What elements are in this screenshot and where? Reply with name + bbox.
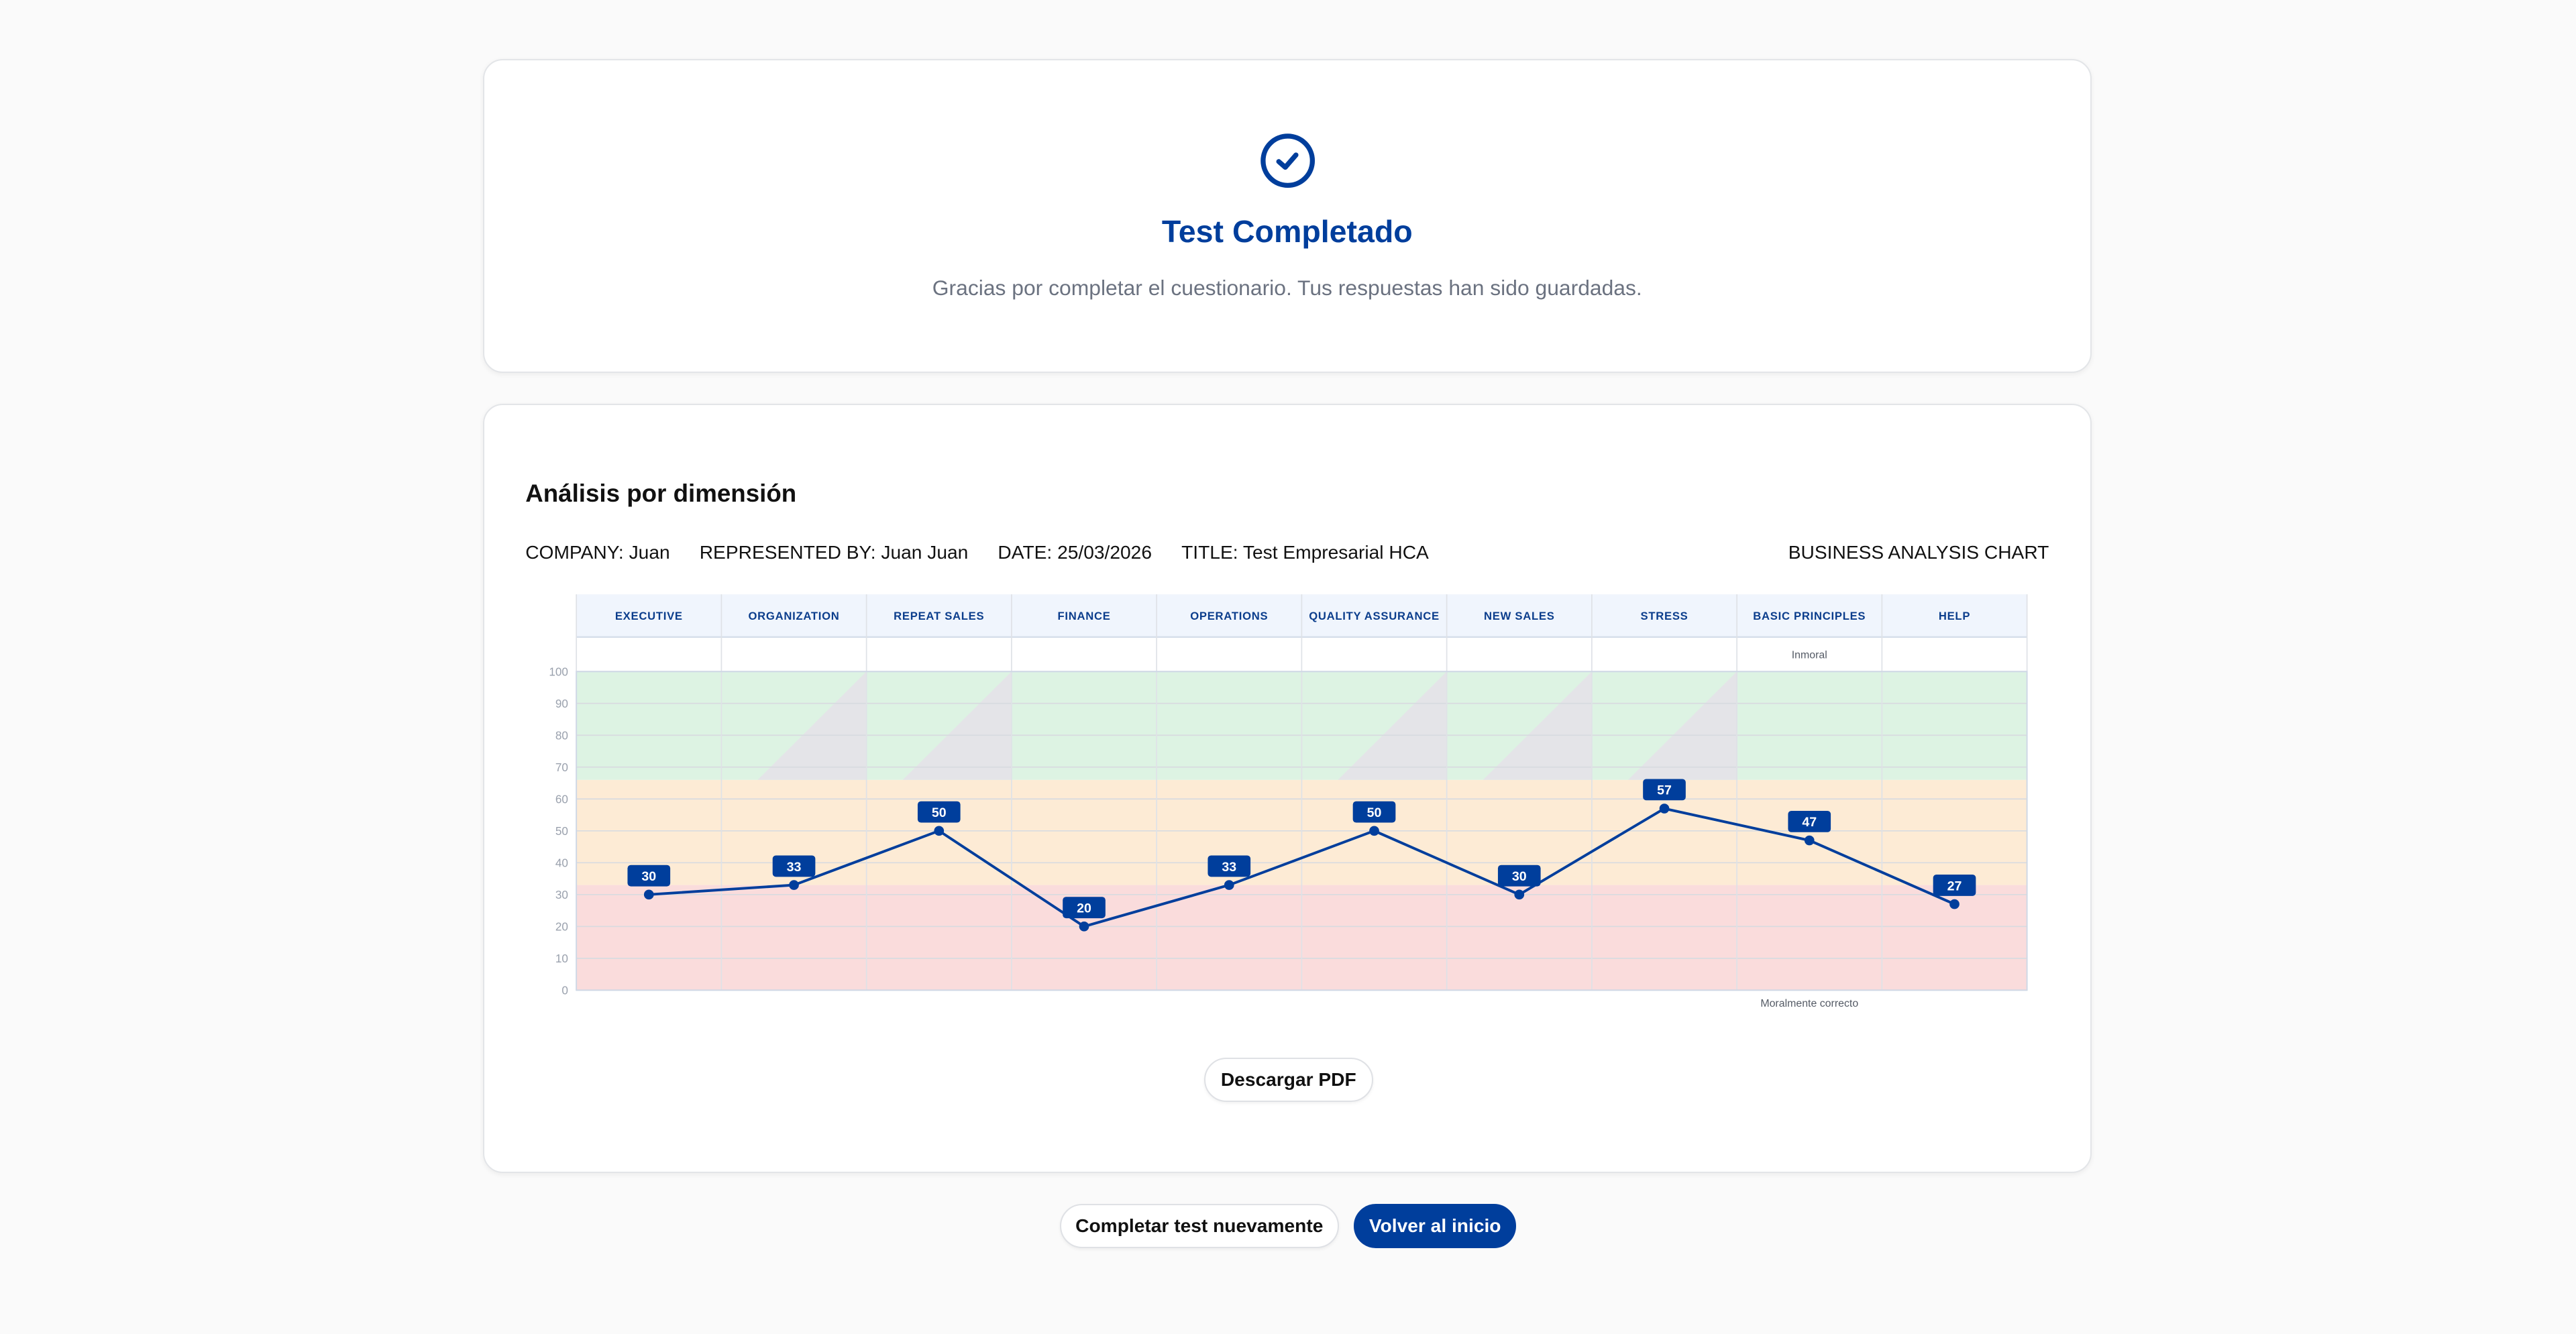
completion-card: Test Completado Gracias por completar el… [483, 59, 2092, 373]
data-label: 50 [1367, 805, 1382, 820]
meta-date: DATE: 25/03/2026 [998, 541, 1152, 563]
category-label: STRESS [1640, 610, 1688, 622]
data-label-box [772, 855, 816, 877]
completion-title: Test Completado [1161, 213, 1413, 249]
category-label: REPEAT SALES [894, 610, 984, 622]
annotation-text: Moralmente correcto [1760, 998, 1858, 1009]
data-label-box [627, 865, 671, 887]
y-tick-label: 70 [555, 761, 568, 774]
analysis-card: Análisis por dimensión COMPANY: Juan REP… [483, 404, 2092, 1173]
y-tick-label: 50 [555, 824, 568, 838]
data-label-box [1208, 855, 1251, 877]
chart-label: BUSINESS ANALYSIS CHART [1788, 541, 2049, 563]
data-point [1804, 835, 1815, 846]
data-label: 57 [1657, 783, 1672, 798]
plot-border [576, 671, 2028, 991]
analysis-heading: Análisis por dimensión [525, 479, 797, 507]
category-label: NEW SALES [1484, 610, 1555, 622]
data-point [1949, 899, 1960, 909]
category-label: BASIC PRINCIPLES [1753, 610, 1866, 622]
y-tick-label: 40 [555, 856, 568, 869]
retake-test-button[interactable]: Completar test nuevamente [1059, 1204, 1339, 1249]
report-meta: COMPANY: Juan REPRESENTED BY: Juan Juan … [525, 542, 2049, 563]
data-label: 33 [1222, 860, 1236, 875]
data-point [1514, 889, 1525, 900]
y-tick-label: 60 [555, 792, 568, 805]
shaded-region [1483, 671, 1592, 780]
y-tick-label: 100 [549, 665, 568, 678]
data-label-box [1497, 865, 1541, 887]
data-label-box [1063, 897, 1106, 919]
data-label: 27 [1947, 879, 1962, 893]
data-label-box [1352, 801, 1396, 823]
data-label: 30 [1512, 869, 1527, 884]
data-label-box [917, 801, 961, 823]
download-pdf-button[interactable]: Descargar PDF [1203, 1057, 1373, 1102]
data-point [1659, 803, 1670, 814]
data-label-box [1643, 779, 1686, 801]
category-label: QUALITY ASSURANCE [1309, 610, 1440, 622]
y-tick-label: 30 [555, 888, 568, 901]
y-tick-label: 90 [555, 697, 568, 710]
data-label-box [1933, 874, 1976, 896]
data-line [649, 807, 1955, 928]
business-analysis-chart: 0 10 20 30 40 50 60 70 80 90 100 EXECUTIVE ORGANIZAT… [549, 594, 2028, 1009]
data-label-box [1788, 810, 1831, 832]
data-label: 47 [1802, 815, 1817, 830]
y-tick-label: 20 [555, 920, 568, 933]
category-label: OPERATIONS [1190, 610, 1268, 622]
data-label: 50 [932, 805, 947, 820]
meta-represented-by: REPRESENTED BY: Juan Juan [699, 541, 969, 563]
data-label: 30 [641, 869, 656, 884]
y-tick-label: 10 [555, 952, 568, 965]
check-circle-icon [1260, 133, 1315, 188]
y-tick-label: 80 [555, 728, 568, 742]
shaded-region [1338, 671, 1447, 780]
y-tick-label: 0 [561, 983, 568, 997]
meta-company: COMPANY: Juan [525, 541, 670, 563]
data-point [643, 889, 654, 900]
category-label: FINANCE [1057, 610, 1110, 622]
annotation-text: Inmoral [1792, 650, 1827, 661]
data-point [934, 826, 945, 836]
data-label: 20 [1077, 901, 1091, 915]
category-label: ORGANIZATION [748, 610, 839, 622]
data-label: 33 [787, 860, 802, 875]
category-label: HELP [1939, 610, 1970, 622]
meta-title: TITLE: Test Empresarial HCA [1181, 541, 1429, 563]
data-point [1369, 826, 1379, 836]
data-point [789, 880, 799, 890]
category-label: EXECUTIVE [615, 610, 683, 622]
data-point [1224, 880, 1234, 890]
back-home-button[interactable]: Volver al inicio [1353, 1204, 1517, 1249]
data-point [1079, 921, 1089, 932]
shaded-region [902, 671, 1012, 780]
completion-message: Gracias por completar el cuestionario. T… [932, 275, 1642, 300]
